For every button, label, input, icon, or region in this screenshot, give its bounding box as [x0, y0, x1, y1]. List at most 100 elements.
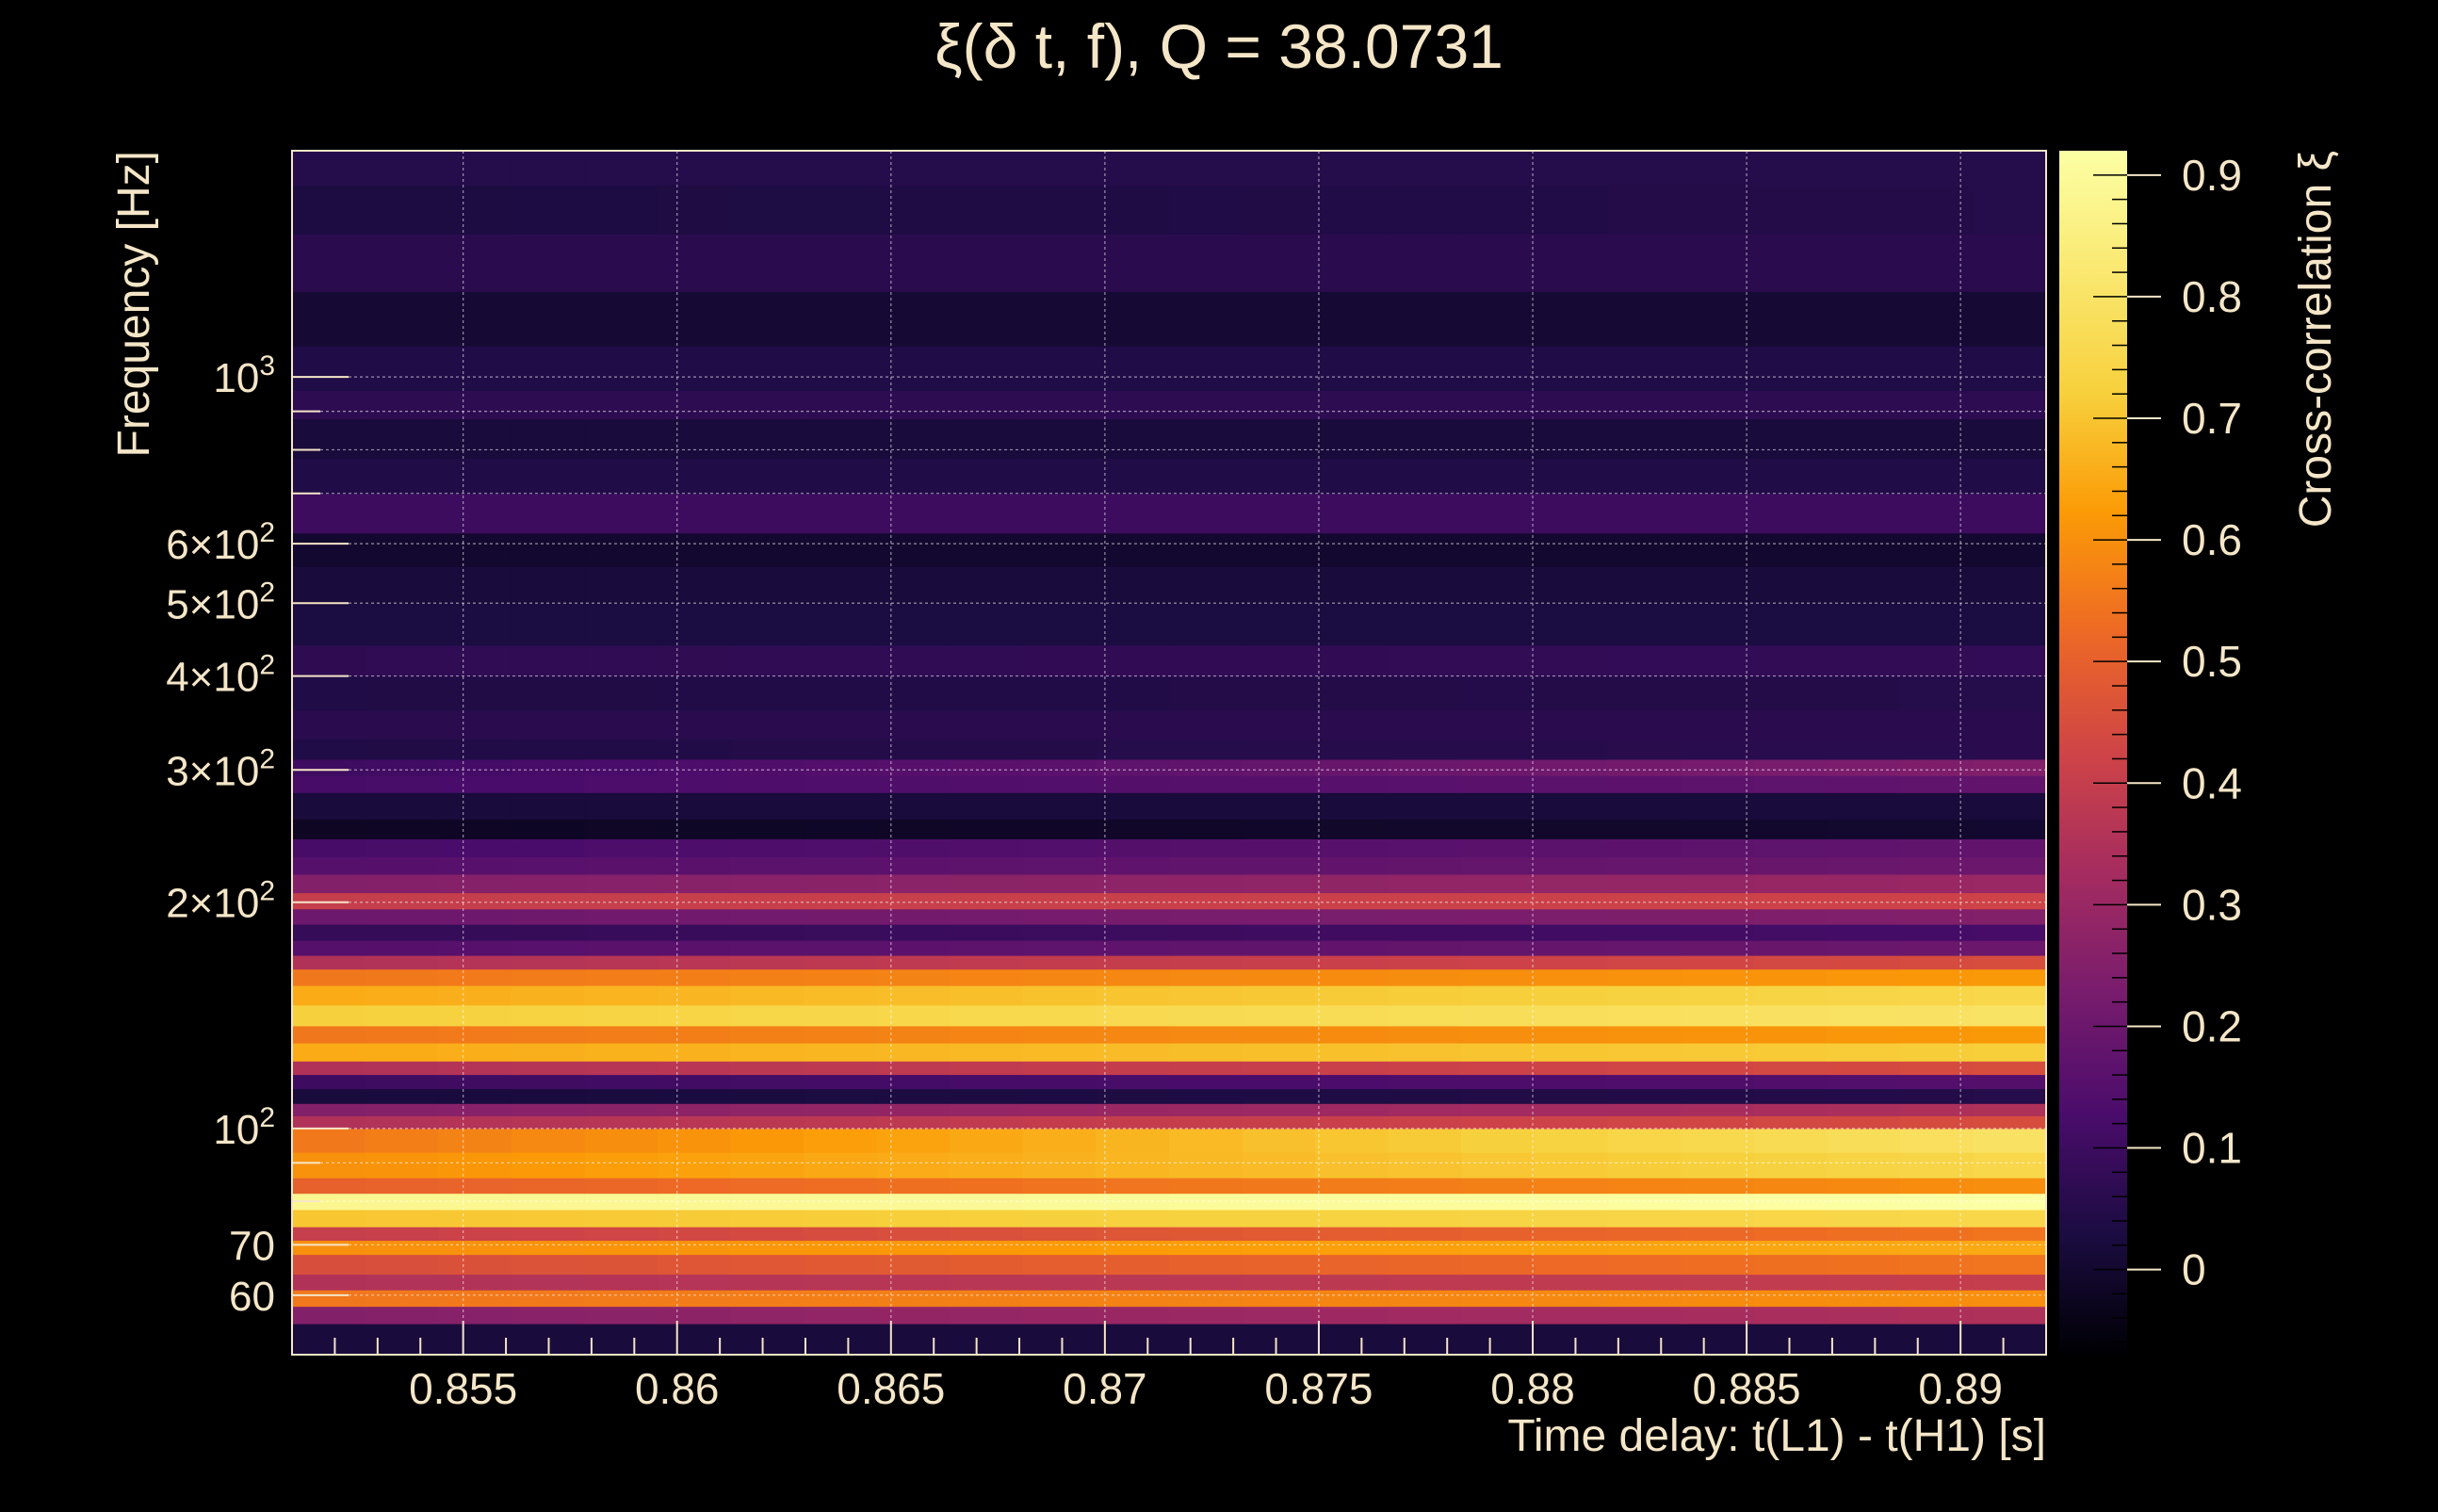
- heatmap-cell: [950, 710, 1024, 740]
- heatmap-cell: [1899, 924, 1974, 941]
- heatmap-cell: [1242, 1306, 1316, 1325]
- heatmap-cell: [876, 603, 951, 646]
- heatmap-cell: [1973, 819, 2047, 839]
- heatmap-cell: [1461, 710, 1536, 740]
- heatmap-cell: [365, 1025, 439, 1044]
- heatmap-cell: [1753, 924, 1828, 941]
- heatmap-cell: [438, 940, 512, 956]
- heatmap-cell: [1388, 1306, 1462, 1325]
- heatmap-cell: [657, 493, 732, 534]
- heatmap-cell: [1096, 675, 1170, 711]
- heatmap-cell: [1169, 955, 1243, 970]
- heatmap-cell: [292, 955, 366, 970]
- heatmap-cell: [1315, 739, 1390, 760]
- heatmap-cell: [730, 1074, 805, 1090]
- heatmap-cell: [876, 291, 951, 347]
- heatmap-cell: [1242, 873, 1316, 894]
- heatmap-cell: [1973, 1227, 2047, 1242]
- heatmap-cell: [1753, 603, 1828, 646]
- heatmap-cell: [438, 710, 512, 740]
- y-tick-label: 103: [213, 350, 275, 401]
- heatmap-cell: [1827, 838, 1901, 857]
- heatmap-cell: [1461, 1240, 1536, 1256]
- heatmap-cell: [950, 151, 1024, 187]
- heatmap-cell: [1607, 151, 1682, 187]
- heatmap-cell: [1169, 234, 1243, 292]
- heatmap-cell: [950, 1227, 1024, 1242]
- heatmap-cell: [1388, 873, 1462, 894]
- heatmap-cell: [1096, 603, 1170, 646]
- heatmap-cell: [1388, 234, 1462, 292]
- heatmap-cell: [730, 924, 805, 941]
- heatmap-cell: [1388, 775, 1462, 793]
- heatmap-cell: [1607, 1074, 1682, 1090]
- heatmap-cell: [365, 1209, 439, 1227]
- heatmap-cell: [1681, 856, 1755, 875]
- heatmap-cell: [292, 493, 366, 534]
- heatmap-cell: [1242, 985, 1316, 1006]
- heatmap-cell: [1534, 1074, 1609, 1090]
- heatmap-cell: [1388, 1290, 1462, 1308]
- y-tick-label: 70: [229, 1223, 275, 1269]
- heatmap-cell: [1899, 955, 1974, 970]
- heatmap-cell: [1827, 1178, 1901, 1195]
- heatmap-cell: [1242, 418, 1316, 459]
- heatmap-cell: [950, 1240, 1024, 1256]
- x-tick-label: 0.88: [1490, 1364, 1575, 1413]
- heatmap-cell: [804, 675, 878, 711]
- heatmap-cell: [950, 185, 1024, 235]
- heatmap-cell: [1899, 1074, 1974, 1090]
- heatmap-cell: [1315, 1088, 1390, 1104]
- heatmap-cell: [438, 1290, 512, 1308]
- heatmap-cell: [1461, 1115, 1536, 1130]
- heatmap-cell: [1169, 1004, 1243, 1027]
- heatmap-cell: [292, 1025, 366, 1044]
- heatmap-cell: [438, 758, 512, 776]
- heatmap-cell: [804, 968, 878, 986]
- heatmap-cell: [1607, 1152, 1682, 1179]
- heatmap-cell: [584, 873, 658, 894]
- heatmap-cell: [1022, 892, 1097, 910]
- heatmap-cell: [804, 1061, 878, 1076]
- heatmap-cell: [1315, 1043, 1390, 1062]
- heatmap-cell: [804, 1178, 878, 1195]
- y-tick-label: 3×102: [166, 743, 275, 794]
- heatmap-cell: [1022, 908, 1097, 925]
- heatmap-cell: [1461, 418, 1536, 459]
- heatmap-cell: [1681, 968, 1755, 986]
- heatmap-cell: [1461, 1004, 1536, 1027]
- heatmap-cell: [438, 1209, 512, 1227]
- heatmap-cell: [584, 710, 658, 740]
- heatmap-cell: [1388, 1274, 1462, 1291]
- heatmap-cell: [511, 1115, 585, 1130]
- heatmap-cell: [657, 1103, 732, 1116]
- heatmap-cell: [1973, 1290, 2047, 1308]
- heatmap-cell: [584, 792, 658, 821]
- heatmap-cell: [1096, 1152, 1170, 1179]
- heatmap-cell: [1899, 151, 1974, 187]
- heatmap-cell: [1169, 1025, 1243, 1044]
- heatmap-cell: [438, 1178, 512, 1195]
- heatmap-cell: [1607, 792, 1682, 821]
- heatmap-cell: [876, 1240, 951, 1256]
- heatmap-cell: [1827, 924, 1901, 941]
- heatmap-cell: [804, 1152, 878, 1179]
- heatmap-cell: [730, 185, 805, 235]
- heatmap-cell: [1096, 1209, 1170, 1227]
- heatmap-cell: [1461, 758, 1536, 776]
- heatmap-cell: [876, 873, 951, 894]
- heatmap-cell: [1753, 418, 1828, 459]
- heatmap-cell: [365, 493, 439, 534]
- heatmap-cell: [730, 1025, 805, 1044]
- heatmap-cell: [365, 968, 439, 986]
- heatmap-cell: [438, 1306, 512, 1325]
- heatmap-cell: [292, 151, 366, 187]
- heatmap-cell: [657, 1128, 732, 1153]
- heatmap-cell: [1753, 775, 1828, 793]
- heatmap-cell: [1461, 1128, 1536, 1153]
- heatmap-cell: [1096, 792, 1170, 821]
- heatmap-cell: [365, 458, 439, 495]
- heatmap-cell: [1315, 1227, 1390, 1242]
- heatmap-cell: [1169, 346, 1243, 391]
- heatmap-cell: [1169, 908, 1243, 925]
